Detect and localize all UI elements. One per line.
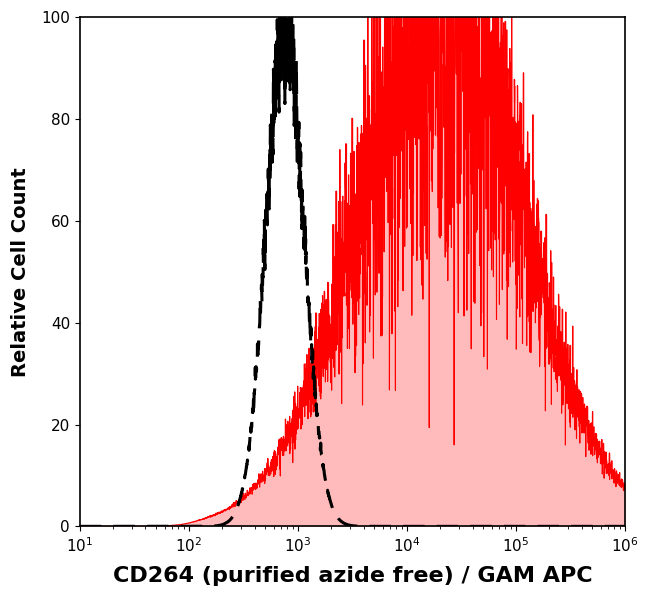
X-axis label: CD264 (purified azide free) / GAM APC: CD264 (purified azide free) / GAM APC (112, 566, 592, 586)
Y-axis label: Relative Cell Count: Relative Cell Count (11, 167, 30, 377)
